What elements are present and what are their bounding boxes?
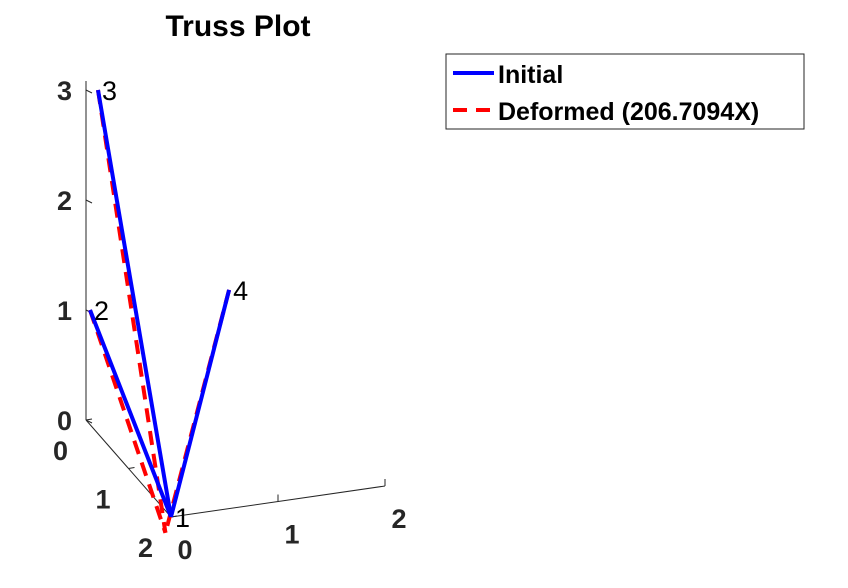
- x-tick-label: 0: [177, 535, 192, 565]
- member-3-1: [96, 89, 173, 518]
- y-tick-mark: [128, 467, 135, 469]
- node-label-3: 3: [102, 76, 117, 106]
- x-tick-label: 1: [284, 520, 299, 550]
- member-4-1: [169, 289, 232, 518]
- y-tick-label: 2: [138, 533, 153, 563]
- z-tick-mark: [85, 419, 93, 424]
- legend-box: [445, 53, 805, 130]
- z-tick-label: 3: [57, 76, 72, 106]
- x-tick-label: 2: [391, 504, 406, 534]
- node-label-4: 4: [233, 276, 248, 306]
- y-tick-mark: [85, 418, 93, 421]
- z-tick-mark: [85, 199, 93, 204]
- z-tick-label: 2: [57, 186, 72, 216]
- chart-title: Truss Plot: [165, 10, 310, 43]
- node-labels: 1 2 3 4: [94, 76, 248, 533]
- z-tick-label: 1: [57, 296, 72, 326]
- legend-label-initial: Initial: [498, 61, 563, 89]
- node-label-2: 2: [94, 296, 109, 326]
- member-2-1: [88, 309, 173, 518]
- z-tick-label: 0: [57, 406, 72, 436]
- node-label-1: 1: [175, 503, 190, 533]
- y-tick-label: 1: [95, 485, 110, 515]
- series-initial: [88, 89, 232, 518]
- legend-label-deformed: Deformed (206.7094X): [498, 98, 759, 126]
- member-2-1: [88, 309, 168, 534]
- legend: Initial Deformed (206.7094X): [445, 53, 805, 130]
- y-tick-label: 0: [53, 436, 68, 466]
- z-tick-mark: [85, 89, 93, 94]
- series-layer: [88, 89, 232, 534]
